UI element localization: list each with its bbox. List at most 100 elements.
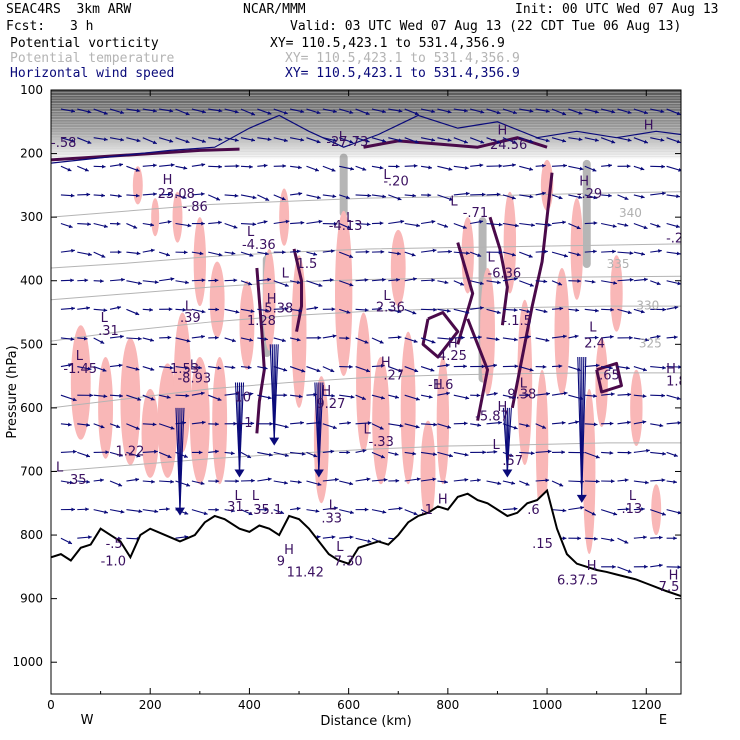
wind-vector-head (464, 165, 469, 170)
wind-vector-head (86, 479, 90, 484)
wind-vector-head (313, 453, 318, 458)
wind-vector-head (71, 109, 75, 113)
fcst-value: 3 h (70, 19, 94, 34)
wind-vector-head (547, 449, 552, 454)
wind-vector-head (626, 164, 631, 169)
wind-vector-head (170, 479, 174, 484)
wind-vector-head (512, 140, 517, 144)
wind-vector-head (218, 137, 223, 142)
y-tick-label: 900 (20, 592, 43, 606)
wind-vector-head (364, 507, 369, 512)
wind-vector-head (87, 366, 92, 371)
contour-value-label: 2.4 (584, 336, 605, 351)
wind-vector-head (624, 478, 629, 483)
high-low-marker: L (520, 377, 528, 392)
wind-vector-head (283, 393, 288, 398)
wind-vector-head (511, 195, 516, 200)
contour-value-label: -4.13 (329, 219, 363, 234)
wind-vector-head (512, 110, 517, 115)
wind-vector-head (412, 193, 417, 198)
wind-vector-head (349, 254, 354, 258)
wind-vector-head (382, 138, 386, 143)
wind-vector-strong-head (576, 494, 587, 503)
contour-value-label: .6 (527, 503, 539, 518)
high-low-marker: L (101, 311, 109, 326)
contour-value-label: 340 (619, 206, 642, 220)
contour-value-label: 9.27 (316, 397, 345, 412)
x-end-label-west: W (81, 713, 94, 728)
wind-vector-head (660, 138, 665, 142)
wind-vector-head (640, 309, 645, 314)
wind-vector-head (496, 139, 501, 144)
pv-contour-line (488, 216, 509, 326)
wind-vector-head (658, 535, 663, 540)
wind-vector-head (233, 225, 238, 229)
wind-vector-head (591, 279, 596, 284)
wind-vector-head (214, 278, 219, 283)
wind-vector-head (444, 280, 449, 285)
theta-contour-line (51, 191, 681, 218)
legend-field-theta: Potential temperature (10, 51, 175, 66)
wind-vector-head (477, 253, 482, 257)
wind-vector-head (85, 507, 89, 512)
wind-vector-head (267, 395, 272, 400)
wind-vector-head (428, 394, 433, 399)
wind-vector-head (103, 224, 108, 229)
wind-vector-head (674, 305, 679, 310)
wind-vector-head (367, 421, 372, 425)
high-low-marker: L (383, 289, 391, 304)
wind-vector-head (283, 138, 288, 143)
high-low-marker: L (190, 359, 198, 374)
wind-vector-head (318, 283, 323, 287)
wind-vector-head (673, 335, 678, 340)
wind-vector-head (511, 395, 516, 400)
wind-vector-head (547, 222, 552, 227)
wind-vector-head (611, 139, 616, 144)
pv-shade-cell (334, 210, 353, 377)
wind-vector-head (345, 336, 350, 341)
wind-vector-head (185, 111, 190, 116)
pv-shade-cell (291, 255, 307, 408)
wind-vector-head (71, 306, 75, 311)
wind-vector-head (513, 506, 518, 511)
wind-vector-head (120, 334, 124, 339)
pv-shade-cell (279, 188, 290, 246)
wind-vector-head (412, 310, 417, 315)
wind-vector-head (201, 278, 206, 283)
wind-vector-head (300, 420, 304, 425)
contour-value-label: 9 (277, 555, 285, 570)
wind-vector-head (283, 367, 288, 372)
wind-vector-head (298, 308, 303, 313)
pv-shade-cell (535, 369, 549, 523)
wind-vector-strong (581, 357, 587, 497)
wind-vector-head (493, 449, 498, 454)
wind-vector-head (562, 536, 567, 541)
wind-vector-head (332, 194, 337, 199)
wind-vector-head (316, 368, 321, 373)
wind-vector-head (448, 167, 453, 171)
high-low-marker: L (629, 489, 637, 504)
contour-value-label: 1.22 (115, 445, 144, 460)
wind-vector-head (493, 363, 498, 368)
wind-vector-head (611, 479, 615, 484)
legend-field-wind: Horizontal wind speed (10, 66, 175, 81)
wind-vector-head (527, 334, 531, 339)
contour-value-label: .15 (532, 537, 553, 552)
wind-vector-head (479, 219, 484, 224)
wind-vector-head (575, 420, 579, 425)
pv-contour-line (595, 361, 623, 394)
wind-vector-head (203, 511, 208, 516)
wind-vector-head (184, 366, 189, 370)
wind-vector-head (332, 334, 337, 339)
wind-vector-head (529, 283, 534, 287)
wind-vector-head (72, 397, 77, 402)
wind-vector-head (298, 394, 303, 399)
wind-vector-head (398, 368, 403, 373)
wind-vector-head (117, 305, 122, 310)
wind-vector-head (580, 505, 584, 510)
fcst-label: Fcst: (6, 19, 46, 34)
wind-vector-head (169, 139, 174, 143)
wind-vector-head (525, 482, 530, 486)
wind-vector-head (185, 280, 189, 285)
contour-value-label: .1 (421, 503, 433, 518)
